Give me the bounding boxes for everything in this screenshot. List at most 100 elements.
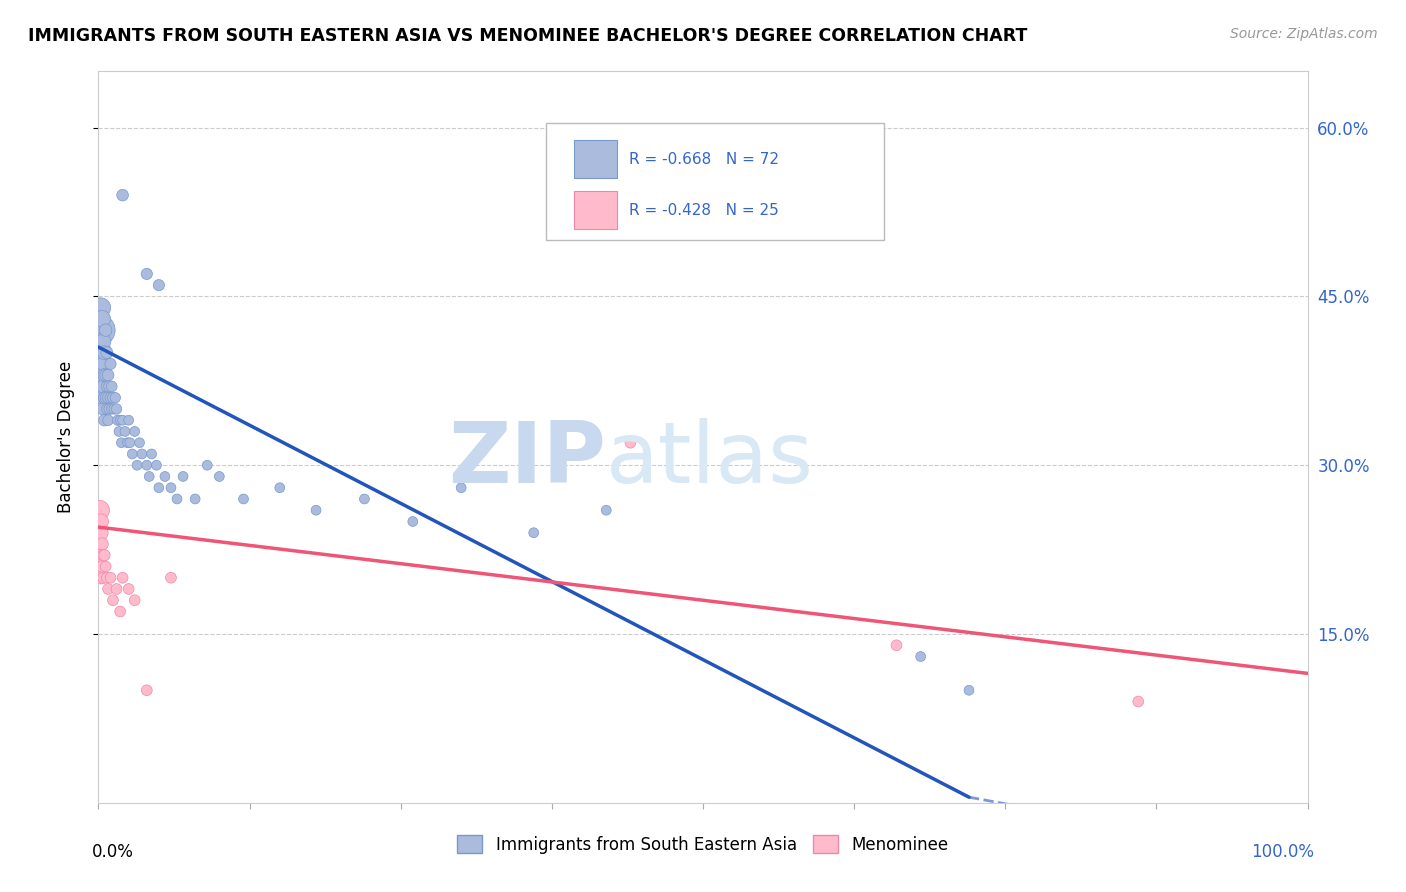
Point bbox=[135, 458, 157, 473]
Point bbox=[957, 683, 980, 698]
Point bbox=[98, 379, 121, 393]
Point bbox=[148, 481, 170, 495]
Point bbox=[118, 413, 141, 427]
Point bbox=[232, 491, 254, 506]
Text: R = -0.668   N = 72: R = -0.668 N = 72 bbox=[630, 152, 779, 167]
Point bbox=[910, 649, 932, 664]
Point bbox=[111, 413, 134, 427]
Point bbox=[619, 435, 641, 450]
Point bbox=[96, 401, 118, 416]
Point bbox=[101, 391, 124, 405]
Text: IMMIGRANTS FROM SOUTH EASTERN ASIA VS MENOMINEE BACHELOR'S DEGREE CORRELATION CH: IMMIGRANTS FROM SOUTH EASTERN ASIA VS ME… bbox=[28, 27, 1028, 45]
Point bbox=[93, 368, 115, 383]
Point bbox=[90, 334, 112, 349]
Point bbox=[107, 413, 129, 427]
Point bbox=[127, 458, 149, 473]
Point bbox=[91, 312, 114, 326]
Point bbox=[135, 683, 157, 698]
Point bbox=[91, 559, 114, 574]
Point bbox=[103, 401, 125, 416]
Point bbox=[595, 503, 617, 517]
Point bbox=[108, 413, 131, 427]
Point bbox=[166, 491, 188, 506]
Point bbox=[208, 469, 231, 483]
Y-axis label: Bachelor's Degree: Bachelor's Degree bbox=[56, 361, 75, 513]
Point bbox=[94, 559, 117, 574]
Point bbox=[141, 447, 163, 461]
Point bbox=[91, 379, 114, 393]
Point bbox=[94, 368, 117, 383]
Point bbox=[89, 503, 111, 517]
Point bbox=[111, 571, 134, 585]
Point bbox=[118, 435, 141, 450]
Point bbox=[121, 447, 143, 461]
Point bbox=[98, 401, 121, 416]
Text: ZIP: ZIP bbox=[449, 417, 606, 500]
Point bbox=[153, 469, 176, 483]
Text: 0.0%: 0.0% bbox=[93, 843, 134, 861]
Legend: Immigrants from South Eastern Asia, Menominee: Immigrants from South Eastern Asia, Meno… bbox=[450, 829, 956, 860]
Point bbox=[128, 435, 150, 450]
Point bbox=[89, 525, 111, 540]
Point bbox=[96, 571, 118, 585]
Point bbox=[91, 334, 114, 349]
Point bbox=[117, 435, 139, 450]
Point bbox=[96, 345, 118, 359]
Point bbox=[105, 401, 128, 416]
Point bbox=[97, 413, 120, 427]
Point bbox=[184, 491, 207, 506]
Point bbox=[90, 548, 112, 562]
Point bbox=[91, 401, 114, 416]
Point bbox=[195, 458, 218, 473]
Point bbox=[91, 345, 114, 359]
Point bbox=[97, 582, 120, 596]
Point bbox=[138, 469, 160, 483]
Point bbox=[100, 391, 122, 405]
FancyBboxPatch shape bbox=[574, 191, 617, 229]
Point bbox=[97, 391, 120, 405]
Point bbox=[93, 391, 115, 405]
Point bbox=[135, 267, 157, 281]
Point bbox=[104, 391, 127, 405]
Text: 100.0%: 100.0% bbox=[1250, 843, 1313, 861]
Point bbox=[1128, 694, 1150, 708]
Point bbox=[91, 368, 114, 383]
Point bbox=[89, 345, 111, 359]
Point bbox=[100, 401, 122, 416]
Point bbox=[118, 582, 141, 596]
Point bbox=[93, 413, 115, 427]
Point bbox=[100, 357, 122, 371]
Point bbox=[108, 605, 131, 619]
Text: R = -0.428   N = 25: R = -0.428 N = 25 bbox=[630, 202, 779, 218]
Point bbox=[90, 301, 112, 315]
Point bbox=[90, 515, 112, 529]
Point bbox=[101, 593, 124, 607]
Point bbox=[91, 391, 114, 405]
Point bbox=[94, 391, 117, 405]
FancyBboxPatch shape bbox=[546, 122, 884, 240]
Point bbox=[124, 425, 146, 439]
Point bbox=[523, 525, 546, 540]
Point bbox=[114, 425, 136, 439]
Point bbox=[93, 548, 115, 562]
Point bbox=[108, 425, 131, 439]
Point bbox=[90, 357, 112, 371]
Point bbox=[91, 571, 114, 585]
Point bbox=[100, 379, 122, 393]
Point bbox=[100, 571, 122, 585]
Point bbox=[105, 582, 128, 596]
Point bbox=[90, 571, 112, 585]
FancyBboxPatch shape bbox=[574, 140, 617, 178]
Point bbox=[91, 537, 114, 551]
Point bbox=[450, 481, 472, 495]
Point bbox=[172, 469, 194, 483]
Point bbox=[89, 323, 111, 337]
Text: atlas: atlas bbox=[606, 417, 814, 500]
Point bbox=[160, 571, 183, 585]
Point bbox=[131, 447, 153, 461]
Point bbox=[91, 548, 114, 562]
Point bbox=[305, 503, 328, 517]
Text: Source: ZipAtlas.com: Source: ZipAtlas.com bbox=[1230, 27, 1378, 41]
Point bbox=[110, 435, 132, 450]
Point bbox=[97, 368, 120, 383]
